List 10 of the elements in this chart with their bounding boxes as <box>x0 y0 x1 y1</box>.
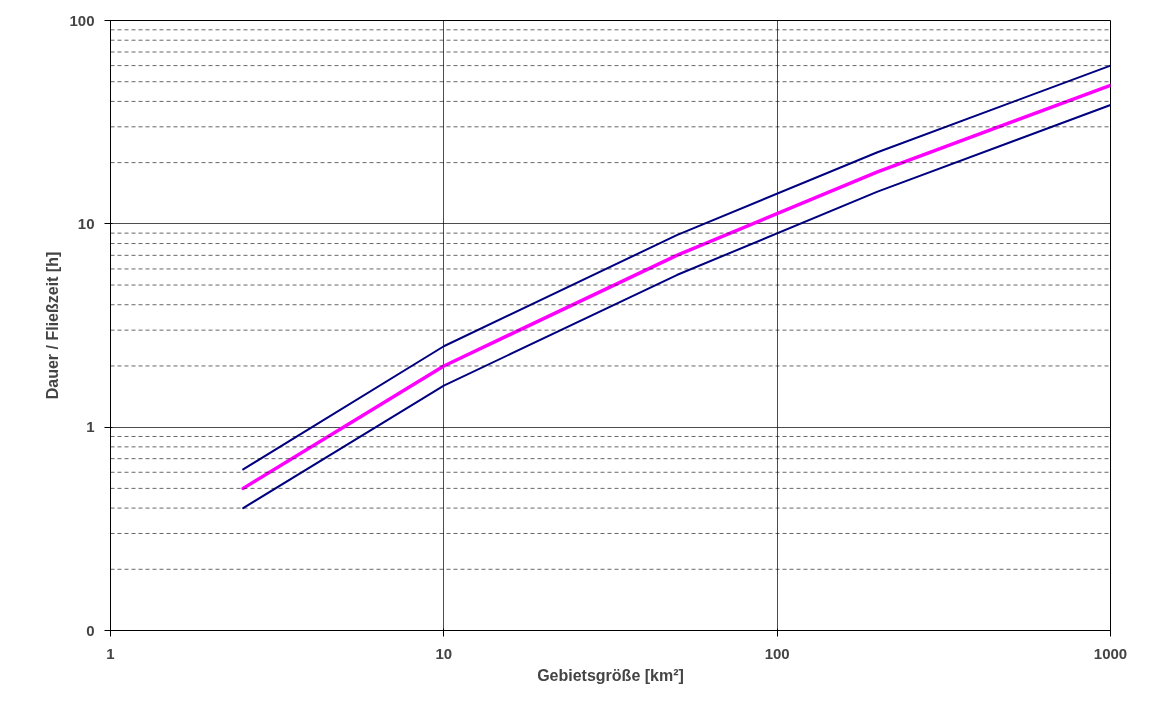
x-axis-title: Gebietsgröße [km²] <box>537 666 684 684</box>
y-tick-label: 0 <box>86 621 95 639</box>
y-tick-label: 1 <box>86 418 95 436</box>
y-tick-label: 100 <box>69 11 95 29</box>
y-tick-label: 10 <box>77 214 95 232</box>
x-tick-label: 1000 <box>1093 644 1128 662</box>
x-tick-label: 10 <box>435 644 453 662</box>
x-tick-label: 1 <box>106 644 115 662</box>
y-axis-title: Dauer / Fließzeit [h] <box>44 251 62 400</box>
x-tick-label: 100 <box>764 644 790 662</box>
